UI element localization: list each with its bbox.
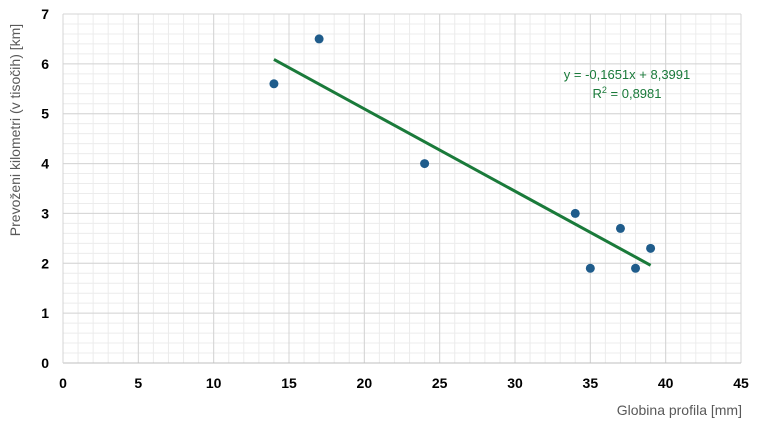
axes [62,14,741,364]
trendline-group [273,58,652,267]
y-tick-label: 6 [41,56,49,72]
data-point [585,263,595,273]
x-tick-label: 10 [206,375,222,391]
y-tick-label: 0 [41,355,49,371]
trendline-r-squared: R2 = 0,8981 [593,85,662,101]
y-tick-label: 4 [41,156,49,172]
x-tick-label: 30 [507,375,523,391]
data-point [615,223,625,233]
data-point [570,208,580,218]
major-gridlines [62,13,742,364]
x-axis-title: Globina profila [mm] [617,402,742,418]
x-tick-label: 45 [733,375,749,391]
data-points [269,34,656,273]
x-tick-label: 5 [134,375,142,391]
x-tick-label: 35 [583,375,599,391]
data-point [420,159,430,169]
y-axis-title: Prevoženi kilometri (v tisočih) [km] [7,24,23,236]
y-tick-labels: 0 1 2 3 4 5 6 7 [41,6,49,371]
data-point [314,34,324,44]
x-tick-label: 25 [432,375,448,391]
data-point [646,243,656,253]
y-tick-label: 5 [41,106,49,122]
y-tick-label: 1 [41,305,49,321]
x-tick-label: 20 [357,375,373,391]
y-tick-label: 7 [41,6,49,22]
trendline-equation: y = -0,1651x + 8,3991 [564,67,690,82]
y-tick-label: 3 [41,205,49,221]
r2-label: R [593,86,602,101]
data-point [631,263,641,273]
x-tick-label: 40 [658,375,674,391]
data-point [269,79,279,89]
x-tick-label: 0 [59,375,67,391]
x-tick-labels: 0 5 10 15 20 25 30 35 40 45 [59,375,749,391]
r2-superscript: 2 [602,85,607,95]
trendline [273,58,652,267]
r2-value: = 0,8981 [607,86,662,101]
x-tick-label: 15 [281,375,297,391]
y-tick-label: 2 [41,255,49,271]
